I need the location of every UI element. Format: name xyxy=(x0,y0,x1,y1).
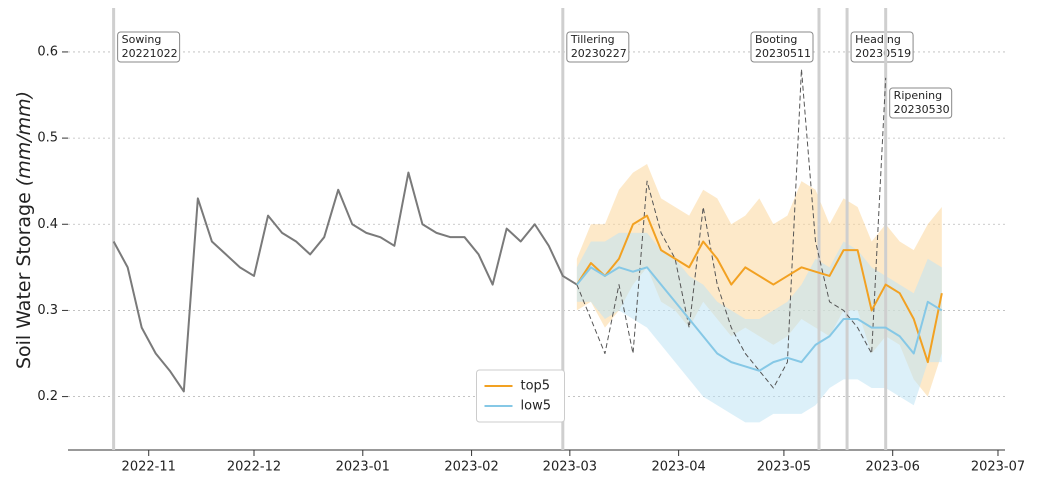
x-tick-label: 2022-12 xyxy=(227,460,281,475)
legend-label: top5 xyxy=(521,379,551,394)
event-label: Heading xyxy=(855,33,901,46)
line xyxy=(576,68,887,389)
y-tick-label: 0.6 xyxy=(37,44,58,59)
line xyxy=(112,171,578,393)
x-tick-label: 2023-07 xyxy=(971,460,1025,475)
x-tick-label: 2023-06 xyxy=(866,460,920,475)
y-tick-label: 0.5 xyxy=(37,131,58,146)
event-box xyxy=(117,31,181,63)
event-label: Ripening xyxy=(894,89,942,102)
event-label: Booting xyxy=(755,33,797,46)
event-label: Sowing xyxy=(122,33,162,46)
x-tick-label: 2023-05 xyxy=(757,460,811,475)
legend-box xyxy=(476,369,565,423)
event-label: Tillering xyxy=(570,33,615,46)
event-date: 20230519 xyxy=(855,47,911,60)
y-label-text: Soil Water Storage xyxy=(13,192,35,369)
event-box xyxy=(750,31,814,63)
line xyxy=(576,266,943,372)
y-tick-label: 0.3 xyxy=(37,303,58,318)
x-tick-label: 2023-03 xyxy=(543,460,597,475)
legend: top5 low5 xyxy=(476,369,565,423)
x-tick-label: 2023-02 xyxy=(444,460,498,475)
y-label-unit: (mm/mm) xyxy=(13,91,35,186)
event-box xyxy=(889,87,953,119)
y-tick-label: 0.2 xyxy=(37,389,58,404)
x-tick-label: 2022-11 xyxy=(122,460,176,475)
line xyxy=(576,214,943,364)
band xyxy=(576,232,942,423)
event-date: 20230530 xyxy=(894,103,950,116)
event-date: 20230511 xyxy=(755,47,811,60)
legend-label: low5 xyxy=(521,399,551,414)
y-tick-label: 0.4 xyxy=(37,217,58,232)
event-date: 20221022 xyxy=(122,47,178,60)
band xyxy=(576,163,942,397)
event-date: 20230227 xyxy=(571,47,627,60)
x-tick-label: 2023-04 xyxy=(651,460,705,475)
y-axis-label: Soil Water Storage (mm/mm) xyxy=(13,91,35,369)
event-box xyxy=(566,31,630,63)
x-tick-label: 2023-01 xyxy=(336,460,390,475)
event-box xyxy=(850,31,914,63)
